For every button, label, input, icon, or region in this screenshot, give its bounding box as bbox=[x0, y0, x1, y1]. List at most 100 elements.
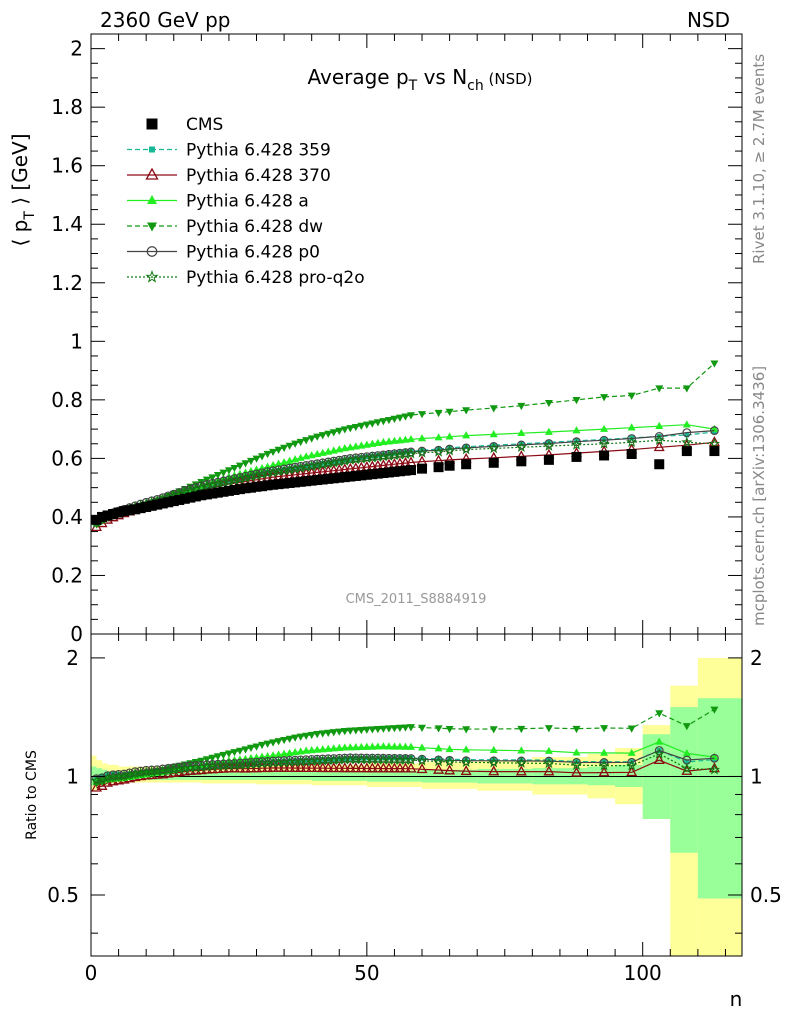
ratio-point bbox=[362, 742, 371, 750]
data-point bbox=[708, 437, 721, 449]
ratio-point bbox=[324, 729, 333, 737]
ratio-point bbox=[355, 762, 367, 773]
series-cms bbox=[91, 446, 720, 525]
data-point bbox=[235, 462, 244, 470]
data-point bbox=[419, 447, 425, 453]
series-line bbox=[96, 430, 715, 522]
ratio-point bbox=[252, 743, 261, 751]
data-point bbox=[377, 450, 390, 462]
data-point bbox=[461, 459, 472, 470]
ratio-point bbox=[653, 747, 665, 759]
legend-marker bbox=[145, 269, 159, 283]
cms-band-inner bbox=[670, 707, 698, 853]
data-point bbox=[544, 427, 553, 435]
legend-label: Pythia 6.428 370 bbox=[186, 166, 331, 186]
data-point bbox=[373, 419, 382, 427]
data-point bbox=[405, 465, 416, 476]
ratio-point bbox=[572, 757, 581, 767]
data-point bbox=[447, 445, 453, 451]
data-point bbox=[544, 439, 554, 448]
ratio-point bbox=[405, 762, 417, 773]
ratio-point bbox=[489, 745, 498, 754]
data-point bbox=[443, 444, 456, 456]
ratio-point bbox=[384, 742, 393, 750]
data-point bbox=[460, 443, 472, 455]
data-point bbox=[600, 394, 609, 402]
ratio-point bbox=[361, 762, 373, 773]
ratio-point bbox=[285, 735, 294, 743]
data-point bbox=[124, 505, 135, 516]
ratio-point bbox=[344, 762, 356, 773]
cms-band-inner bbox=[697, 698, 742, 899]
ratio-point bbox=[406, 724, 415, 732]
ratio-point bbox=[235, 747, 244, 755]
legend-marker bbox=[145, 167, 159, 180]
data-point bbox=[395, 414, 404, 422]
y-tick-label: 1.4 bbox=[51, 212, 83, 236]
data-point bbox=[179, 493, 190, 504]
ratio-point bbox=[269, 739, 278, 747]
data-point bbox=[653, 441, 665, 452]
data-point bbox=[627, 423, 636, 431]
ratio-point bbox=[708, 763, 721, 775]
ratio-point bbox=[710, 706, 719, 714]
ratio-point bbox=[627, 748, 636, 756]
data-point bbox=[257, 481, 268, 492]
cms-band-inner bbox=[256, 771, 312, 780]
ratio-point bbox=[274, 750, 283, 758]
data-point bbox=[418, 411, 427, 419]
ratio-point bbox=[320, 757, 326, 762]
data-point bbox=[434, 409, 443, 418]
ratio-point bbox=[710, 753, 719, 763]
data-point bbox=[444, 460, 455, 471]
data-point bbox=[627, 392, 636, 400]
data-point bbox=[312, 475, 323, 486]
ratio-point bbox=[307, 731, 316, 740]
ratio-point bbox=[335, 728, 344, 736]
data-point bbox=[394, 466, 405, 477]
data-point bbox=[309, 462, 315, 468]
legend-label: CMS bbox=[186, 115, 223, 135]
data-point bbox=[307, 435, 316, 443]
ratio-point bbox=[462, 726, 471, 734]
data-point bbox=[655, 385, 664, 393]
legend-entry: Pythia 6.428 p0 bbox=[127, 243, 320, 263]
data-point bbox=[284, 477, 295, 488]
data-point bbox=[284, 463, 296, 475]
data-point bbox=[418, 434, 427, 442]
data-point bbox=[323, 473, 334, 484]
ratio-point bbox=[368, 726, 377, 734]
legend-marker bbox=[147, 195, 157, 204]
data-point bbox=[417, 463, 428, 474]
data-point bbox=[213, 471, 222, 480]
ratio-point bbox=[322, 762, 334, 773]
ratio-point bbox=[395, 724, 404, 732]
data-point bbox=[280, 444, 289, 452]
ratio-point bbox=[157, 765, 169, 776]
data-point bbox=[130, 504, 141, 515]
data-point bbox=[383, 450, 395, 461]
ratio-point bbox=[379, 725, 388, 733]
ratio-tick-label-right: 1 bbox=[750, 764, 763, 788]
ratio-point bbox=[544, 725, 553, 733]
data-point bbox=[287, 466, 293, 472]
legend: CMS Pythia 6.428 359 Pythia 6.428 370 Pythi… bbox=[127, 115, 365, 288]
data-point bbox=[263, 450, 272, 459]
legend-marker bbox=[147, 222, 157, 232]
data-point bbox=[346, 425, 355, 433]
ratio-point bbox=[230, 749, 239, 757]
ratio-point bbox=[250, 758, 263, 769]
data-point bbox=[682, 420, 691, 428]
ratio-point bbox=[682, 749, 691, 757]
data-point bbox=[710, 426, 719, 435]
data-point bbox=[626, 449, 637, 459]
data-point bbox=[152, 499, 163, 510]
series-pythia-6-428-dw bbox=[92, 360, 719, 788]
data-point bbox=[389, 466, 400, 477]
legend-label: Pythia 6.428 a bbox=[186, 192, 309, 212]
data-point bbox=[684, 432, 690, 438]
y-tick-label: 1.8 bbox=[51, 95, 83, 119]
data-point bbox=[462, 407, 471, 415]
data-point bbox=[368, 420, 377, 428]
ratio-point bbox=[335, 743, 344, 751]
